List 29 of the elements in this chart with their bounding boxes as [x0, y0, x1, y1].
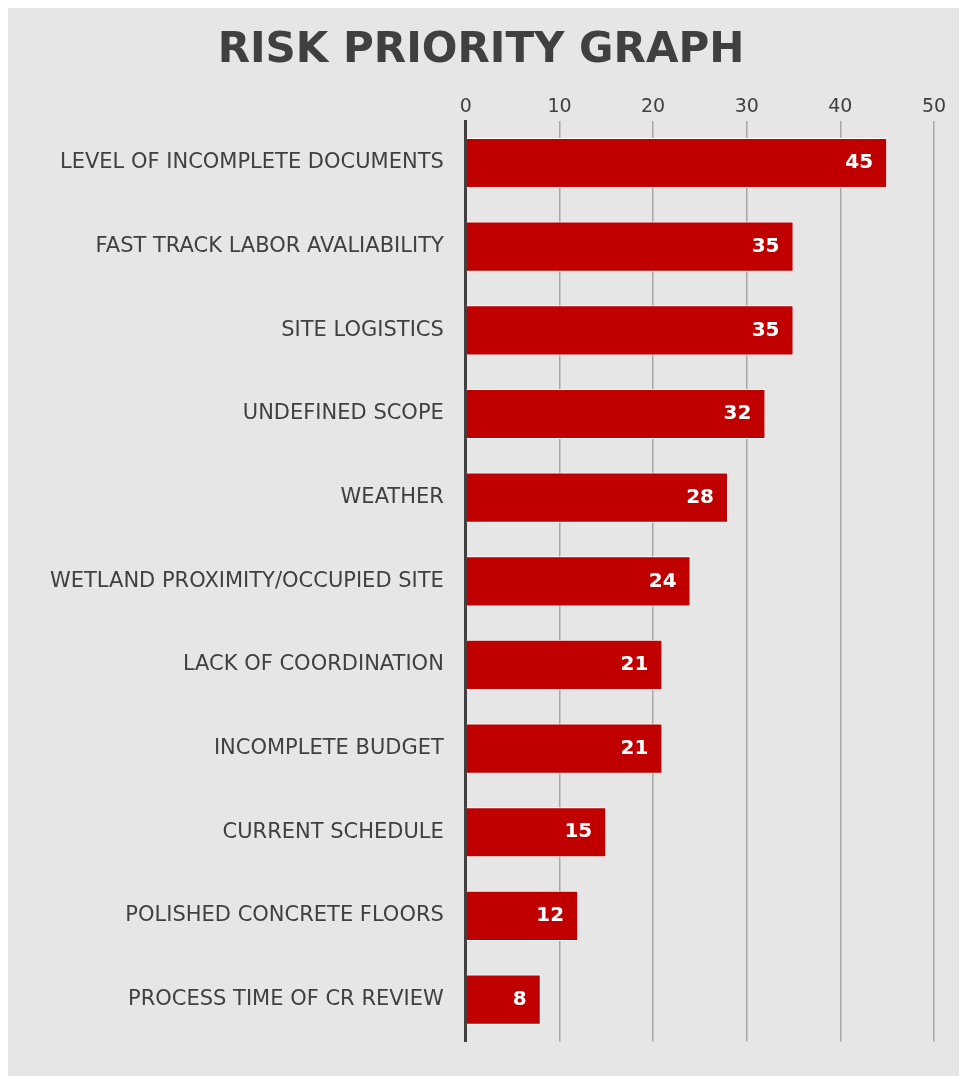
data-label: 24 — [648, 567, 677, 592]
y-tick-label: UNDEFINED SCOPE — [242, 400, 444, 425]
y-tick-label: WETLAND PROXIMITY/OCCUPIED SITE — [50, 567, 444, 592]
y-tick-label: LACK OF COORDINATION — [182, 651, 444, 676]
x-tick-label: 50 — [921, 93, 947, 116]
data-label: 12 — [536, 902, 565, 927]
data-label: 45 — [845, 149, 874, 174]
y-tick-label: WEATHER — [340, 484, 444, 509]
x-tick-label: 0 — [459, 93, 472, 116]
data-label: 21 — [620, 734, 649, 759]
data-label: 15 — [564, 818, 593, 843]
x-tick-label: 40 — [828, 93, 853, 116]
x-tick-label: 30 — [734, 93, 759, 116]
y-tick-label: LEVEL OF INCOMPLETE DOCUMENTS — [59, 149, 444, 174]
chart-title: RISK PRIORITY GRAPH — [217, 23, 745, 73]
x-tick-label: 20 — [641, 93, 666, 116]
y-tick-label: SITE LOGISTICS — [281, 316, 444, 341]
data-label: 35 — [751, 232, 780, 257]
data-label: 21 — [620, 651, 649, 676]
data-label: 35 — [751, 316, 780, 341]
y-tick-label: FAST TRACK LABOR AVALIABILITY — [95, 233, 444, 258]
y-tick-label: POLISHED CONCRETE FLOORS — [125, 902, 444, 927]
data-label: 8 — [512, 985, 527, 1010]
y-tick-label: INCOMPLETE BUDGET — [213, 735, 445, 760]
data-label: 28 — [686, 483, 715, 508]
x-tick-label: 10 — [547, 93, 572, 116]
y-tick-label: CURRENT SCHEDULE — [222, 818, 444, 843]
y-tick-label: PROCESS TIME OF CR REVIEW — [128, 986, 445, 1011]
data-label: 32 — [723, 400, 752, 425]
